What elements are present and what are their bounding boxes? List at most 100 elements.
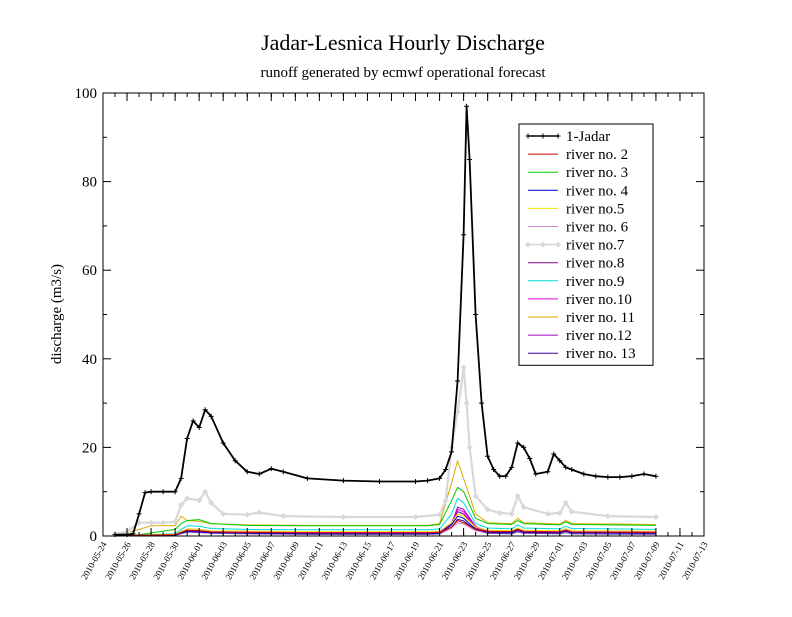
legend-marker: [525, 241, 531, 248]
data-point: [473, 312, 479, 317]
data-point: [256, 509, 263, 516]
data-point: [653, 473, 659, 479]
data-point: [467, 156, 473, 162]
series-layer: [112, 103, 659, 538]
data-point: [562, 499, 569, 506]
legend-item: river no.8: [528, 256, 624, 272]
data-point: [464, 103, 470, 109]
data-point: [256, 471, 262, 477]
data-point: [508, 510, 515, 517]
data-point: [304, 475, 310, 481]
data-point: [617, 474, 623, 480]
legend-label: river no.5: [566, 201, 624, 217]
chart-subtitle: runoff generated by ecmwf operational fo…: [260, 65, 546, 81]
data-point: [569, 467, 575, 473]
legend-label: river no.8: [566, 256, 624, 272]
data-point: [652, 513, 659, 520]
data-point: [515, 440, 521, 446]
legend-item: river no. 13: [528, 346, 636, 362]
legend-label: 1-Jadar: [566, 129, 610, 145]
data-point: [563, 464, 569, 470]
legend-item: river no.5: [528, 201, 624, 217]
data-point: [208, 499, 215, 506]
data-point: [184, 436, 190, 442]
data-point: [503, 473, 509, 479]
data-point: [544, 510, 551, 517]
legend-label: river no.12: [566, 328, 632, 344]
legend-marker: [540, 133, 546, 139]
y-tick-label: 40: [82, 352, 97, 368]
data-point: [466, 444, 473, 451]
series-line: [114, 366, 656, 535]
data-point: [340, 478, 346, 484]
data-point: [479, 400, 485, 406]
legend-item: river no. 2: [528, 147, 628, 163]
data-point: [196, 497, 203, 504]
data-point: [196, 424, 202, 430]
y-tick-label: 100: [75, 86, 98, 102]
data-point: [491, 467, 497, 473]
data-point: [208, 413, 214, 419]
legend-item: river no.10: [528, 292, 632, 308]
legend-item: river no.7: [525, 238, 625, 254]
legend-item: river no.12: [528, 328, 632, 344]
data-point: [340, 513, 347, 520]
data-point: [268, 466, 274, 472]
data-point: [413, 479, 419, 485]
data-point: [545, 469, 551, 475]
data-point: [244, 469, 250, 475]
data-point: [202, 488, 209, 495]
data-point: [136, 511, 142, 517]
y-tick-label: 20: [82, 440, 97, 456]
legend-marker: [525, 133, 531, 139]
legend-item: river no. 6: [528, 220, 629, 236]
data-point: [232, 458, 238, 464]
data-point: [142, 490, 148, 496]
legend-label: river no. 2: [566, 147, 628, 163]
legend-item: river no.9: [528, 274, 624, 290]
data-point: [593, 473, 599, 479]
data-point: [244, 511, 251, 518]
data-point: [533, 471, 539, 477]
legend-marker: [540, 241, 546, 248]
data-point: [455, 378, 461, 384]
legend-label: river no. 11: [566, 310, 635, 326]
chart-title: Jadar-Lesnica Hourly Discharge: [261, 30, 545, 55]
data-point: [437, 475, 443, 481]
data-point: [461, 232, 467, 238]
legend-label: river no.10: [566, 292, 632, 308]
data-point: [496, 509, 503, 516]
data-point: [184, 495, 191, 502]
data-point: [463, 400, 470, 407]
legend-label: river no. 4: [566, 183, 629, 199]
data-point: [425, 478, 431, 484]
data-point: [472, 493, 479, 500]
data-point: [148, 489, 154, 495]
data-point: [485, 453, 491, 459]
data-point: [280, 469, 286, 475]
data-point: [484, 506, 491, 513]
data-point: [280, 513, 287, 520]
legend-label: river no. 6: [566, 220, 629, 236]
data-point: [148, 519, 155, 526]
data-point: [220, 510, 227, 517]
legend-label: river no.7: [566, 238, 625, 254]
legend-label: river no. 13: [566, 346, 636, 362]
data-point: [604, 513, 611, 520]
legend-item: river no. 11: [528, 310, 635, 326]
data-point: [442, 497, 449, 504]
data-point: [497, 473, 503, 479]
legend-marker: [555, 133, 561, 139]
data-point: [629, 473, 635, 479]
data-point: [178, 475, 184, 481]
data-point: [556, 509, 563, 516]
series-river-no-7: [112, 364, 659, 537]
legend-item: 1-Jadar: [525, 129, 610, 145]
data-point: [568, 508, 575, 515]
data-point: [557, 458, 563, 464]
y-axis-label: discharge (m3/s): [49, 264, 65, 364]
data-point: [436, 511, 443, 518]
data-point: [460, 364, 467, 371]
data-point: [527, 455, 533, 461]
